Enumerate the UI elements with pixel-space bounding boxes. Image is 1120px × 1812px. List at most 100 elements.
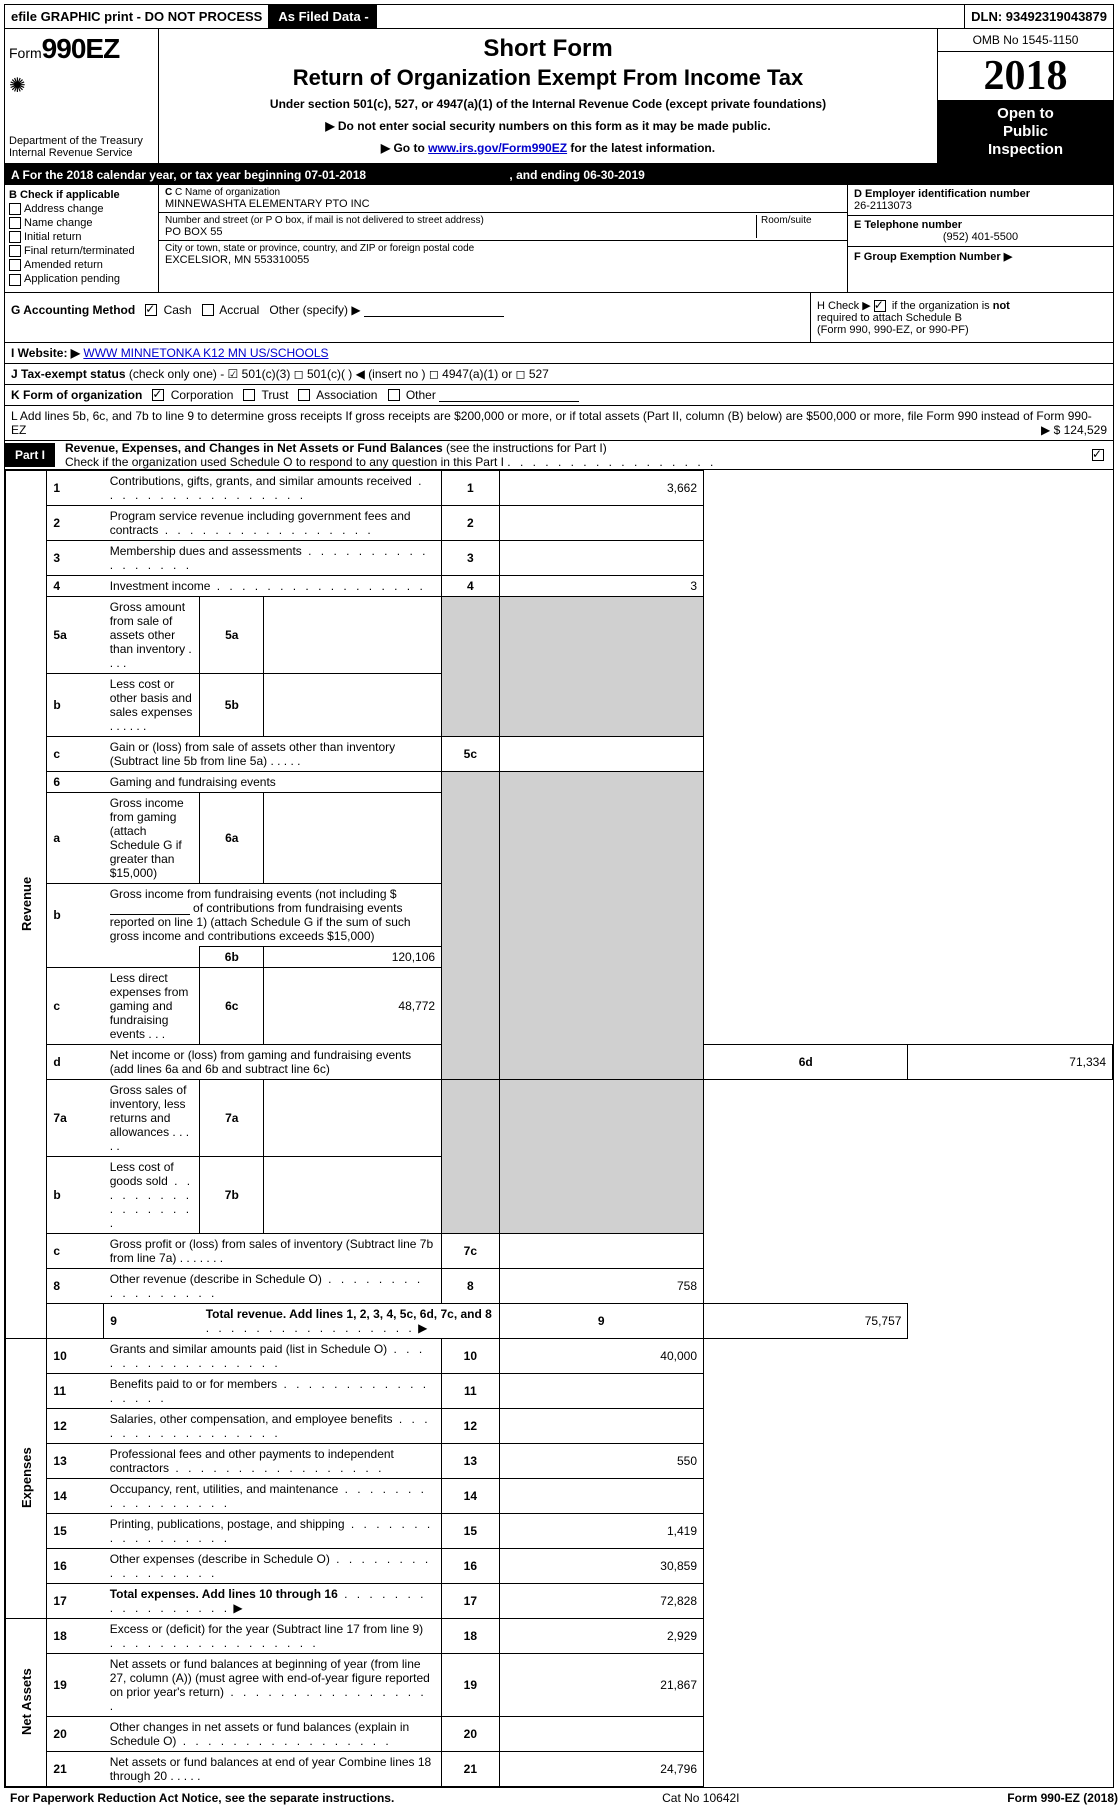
chk-amended-return[interactable]: Amended return (9, 259, 154, 271)
shaded-6 (442, 771, 499, 1079)
chk-accrual[interactable] (202, 304, 214, 316)
h-schedule-b: H Check ▶ if the organization is not req… (810, 293, 1113, 342)
part1-header: Part I Revenue, Expenses, and Changes in… (5, 441, 1113, 470)
part1-check-text: Check if the organization used Schedule … (65, 455, 504, 469)
row-7c: c Gross profit or (loss) from sales of i… (6, 1233, 1113, 1268)
org-addr-row: Number and street (or P O box, if mail i… (159, 213, 847, 241)
city-label: City or town, state or province, country… (165, 243, 841, 254)
row-12: 12 Salaries, other compensation, and emp… (6, 1408, 1113, 1443)
chk-other-org[interactable] (388, 389, 400, 401)
goto-line: ▶ Go to www.irs.gov/Form990EZ for the la… (165, 141, 931, 155)
other-org-input[interactable] (439, 401, 579, 402)
form-number-big: 990EZ (42, 33, 120, 64)
org-name-label: C C Name of organization (165, 187, 841, 198)
k-label: K Form of organization (11, 388, 142, 402)
row-5c: c Gain or (loss) from sale of assets oth… (6, 736, 1113, 771)
open-line: Open to (942, 105, 1109, 123)
chk-initial-return[interactable]: Initial return (9, 231, 154, 243)
shaded-5 (442, 596, 499, 736)
efile-label: efile GRAPHIC print - DO NOT PROCESS (5, 5, 270, 28)
h-line1a: H Check ▶ (817, 300, 874, 312)
col-c: C C Name of organization MINNEWASHTA ELE… (159, 185, 847, 292)
phone-block: E Telephone number (952) 401-5500 (848, 216, 1113, 247)
goto-suffix: for the latest information. (567, 141, 715, 155)
row-15: 15 Printing, publications, postage, and … (6, 1513, 1113, 1548)
row-5a: 5a Gross amount from sale of assets othe… (6, 596, 1113, 673)
g-accounting: G Accounting Method Cash Accrual Other (… (5, 293, 810, 342)
chk-trust[interactable] (243, 389, 255, 401)
chk-address-change[interactable]: Address change (9, 203, 154, 215)
ein-label: D Employer identification number (854, 188, 1030, 200)
dept-line1: Department of the Treasury (9, 135, 154, 147)
row-17: 17 Total expenses. Add lines 10 through … (6, 1583, 1113, 1618)
part1-tab: Part I (5, 443, 55, 467)
revenue-label: Revenue (6, 470, 47, 1338)
col-b-title: B Check if applicable (9, 189, 154, 201)
row-a: A For the 2018 calendar year, or tax yea… (5, 165, 1113, 185)
chk-cash[interactable] (145, 304, 157, 316)
header-mid: Short Form Return of Organization Exempt… (159, 29, 937, 163)
part1-subtitle: (see the instructions for Part I) (446, 441, 607, 455)
phone-value: (952) 401-5500 (854, 231, 1107, 243)
chk-name-change[interactable]: Name change (9, 217, 154, 229)
chk-association[interactable] (298, 389, 310, 401)
website-label: I Website: ▶ (11, 346, 80, 360)
row-8: 8 Other revenue (describe in Schedule O)… (6, 1268, 1113, 1303)
col-b: B Check if applicable Address change Nam… (5, 185, 159, 292)
other-specify-input[interactable] (364, 316, 504, 317)
header-right: OMB No 1545-1150 2018 Open to Public Ins… (937, 29, 1113, 163)
g-label: G Accounting Method (11, 303, 135, 317)
org-city: EXCELSIOR, MN 553310055 (165, 254, 841, 266)
h-not: not (993, 300, 1010, 312)
room-suite: Room/suite (756, 215, 841, 238)
row-20: 20 Other changes in net assets or fund b… (6, 1716, 1113, 1751)
row-11: 11 Benefits paid to or for members 11 (6, 1373, 1113, 1408)
row-21: 21 Net assets or fund balances at end of… (6, 1751, 1113, 1786)
form-number: Form990EZ (9, 33, 154, 65)
row-18: Net Assets 18 Excess or (deficit) for th… (6, 1618, 1113, 1653)
l-amount: ▶ $ 124,529 (1041, 423, 1107, 437)
row-3: 3 Membership dues and assessments 3 (6, 540, 1113, 575)
chk-schedule-b[interactable] (874, 300, 886, 312)
as-filed-label: As Filed Data - (270, 5, 376, 28)
section-bcdef: B Check if applicable Address change Nam… (5, 185, 1113, 293)
col-def: D Employer identification number 26-2113… (847, 185, 1113, 292)
header-left: Form990EZ ✺ Department of the Treasury I… (5, 29, 159, 163)
footer-left: For Paperwork Reduction Act Notice, see … (10, 1791, 394, 1805)
k-org-row: K Form of organization Corporation Trust… (5, 385, 1113, 406)
h-line3: (Form 990, 990-EZ, or 990-PF) (817, 324, 969, 336)
top-bar: efile GRAPHIC print - DO NOT PROCESS As … (5, 5, 1113, 29)
form-990ez: efile GRAPHIC print - DO NOT PROCESS As … (4, 4, 1114, 1788)
tax-exempt-row: J Tax-exempt status (check only one) - ☑… (5, 364, 1113, 385)
row-9: 9 Total revenue. Add lines 1, 2, 3, 4, 5… (6, 1303, 1113, 1338)
short-form-title: Short Form (165, 35, 931, 63)
chk-corporation[interactable] (152, 389, 164, 401)
gh-row: G Accounting Method Cash Accrual Other (… (5, 293, 1113, 343)
chk-schedule-o[interactable] (1092, 449, 1104, 461)
row-13: 13 Professional fees and other payments … (6, 1443, 1113, 1478)
chk-application-pending[interactable]: Application pending (9, 273, 154, 285)
expenses-label: Expenses (6, 1338, 47, 1618)
row-16: 16 Other expenses (describe in Schedule … (6, 1548, 1113, 1583)
j-text: (check only one) - ☑ 501(c)(3) ◻ 501(c)(… (129, 367, 549, 381)
tax-year: 2018 (938, 52, 1113, 101)
l-row: L Add lines 5b, 6c, and 7b to line 9 to … (5, 406, 1113, 441)
dept-block: Department of the Treasury Internal Reve… (9, 135, 154, 159)
chk-final-return[interactable]: Final return/terminated (9, 245, 154, 257)
dept-line2: Internal Revenue Service (9, 147, 154, 159)
website-link[interactable]: WWW MINNETONKA K12 MN US/SCHOOLS (83, 346, 328, 360)
row-19: 19 Net assets or fund balances at beginn… (6, 1653, 1113, 1716)
group-exemption-block: F Group Exemption Number ▶ (848, 247, 1113, 266)
room-label: Room/suite (761, 215, 841, 226)
row-6: 6 Gaming and fundraising events (6, 771, 1113, 792)
header-row: Form990EZ ✺ Department of the Treasury I… (5, 29, 1113, 165)
return-title: Return of Organization Exempt From Incom… (165, 65, 931, 91)
public-line: Public (942, 123, 1109, 141)
j-label: J Tax-exempt status (11, 367, 126, 381)
footer-mid: Cat No 10642I (662, 1791, 739, 1805)
irs-link[interactable]: www.irs.gov/Form990EZ (428, 141, 567, 155)
goto-text: ▶ Go to (381, 141, 428, 155)
netassets-label: Net Assets (6, 1618, 47, 1786)
open-to-public: Open to Public Inspection (938, 101, 1113, 163)
form-prefix: Form (9, 45, 42, 61)
